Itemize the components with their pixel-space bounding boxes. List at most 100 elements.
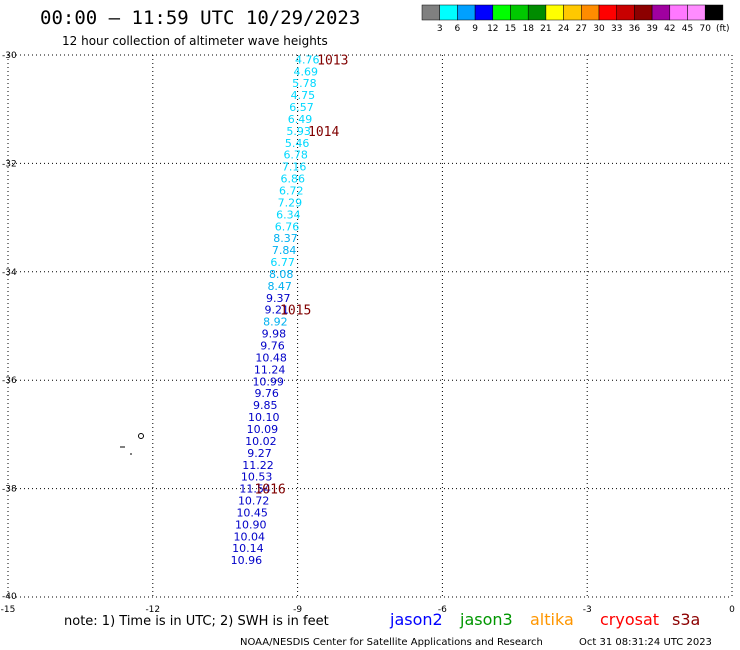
legend-swatch — [634, 4, 653, 21]
wave-height-label: 10.10 — [248, 411, 280, 424]
footer-timestamp: Oct 31 08:31:24 UTC 2023 — [579, 637, 712, 648]
wave-height-label: 7.16 — [282, 161, 307, 174]
x-tick-label: -3 — [583, 605, 592, 615]
wave-height-label: 10.48 — [255, 351, 287, 364]
satellite-jason3: jason3 — [459, 610, 513, 629]
wave-height-label: 6.78 — [283, 149, 308, 162]
map-subtitle: 12 hour collection of altimeter wave hei… — [62, 34, 328, 48]
wave-height-label: 5.46 — [285, 137, 310, 150]
legend-label: 24 — [558, 24, 570, 34]
wave-height-label: 7.84 — [272, 244, 297, 257]
y-tick-label: -30 — [2, 51, 17, 61]
time-label: 1016 — [254, 483, 285, 498]
legend-label: 45 — [682, 24, 693, 34]
legend-swatch — [581, 4, 600, 21]
wave-height-label: 9.76 — [254, 387, 279, 400]
legend-label: 70 — [699, 24, 711, 34]
legend-label: 33 — [611, 24, 622, 34]
legend-label: 21 — [540, 24, 551, 34]
legend-label: 3 — [437, 24, 443, 34]
wave-height-label: 6.57 — [289, 101, 314, 114]
y-tick-label: -38 — [2, 485, 17, 495]
x-tick-label: -6 — [438, 605, 447, 615]
wave-height-label: 10.09 — [247, 423, 279, 436]
legend-swatch — [563, 4, 582, 21]
wave-height-label: 8.08 — [269, 268, 294, 281]
legend-label: 30 — [593, 24, 605, 34]
legend-swatch — [439, 4, 458, 21]
wave-height-label: 10.99 — [252, 375, 284, 388]
wave-height-label: 11.54 — [239, 483, 271, 496]
y-tick-label: -36 — [2, 376, 17, 386]
wave-height-label: 6.34 — [276, 208, 301, 221]
wave-height-label: 7.29 — [278, 196, 303, 209]
map-title: 00:00 – 11:59 UTC 10/29/2023 — [40, 7, 360, 29]
legend-label: 18 — [522, 24, 534, 34]
axis-ticks: -15 -12 -9 -6 -3 0-30-32-34-36-38-40 — [1, 51, 735, 615]
y-tick-label: -32 — [2, 159, 17, 169]
legend-swatch — [704, 4, 724, 21]
wave-height-label: 9.85 — [253, 399, 278, 412]
satellite-s3a: s3a — [672, 610, 700, 629]
wave-height-label: 5.93 — [286, 125, 311, 138]
color-legend: 3 6 9 12 15 18 21 24 27 30 33 36 39 42 45 70 (ft) — [421, 4, 730, 34]
legend-label: 39 — [646, 24, 658, 34]
x-tick-label: -9 — [293, 605, 302, 615]
legend-swatch — [492, 4, 511, 21]
legend-swatch — [687, 4, 706, 21]
wave-height-label: 5.78 — [292, 77, 317, 90]
legend-label: 27 — [576, 24, 587, 34]
legend-label: 42 — [664, 24, 675, 34]
wave-height-label: 4.76 — [295, 53, 320, 66]
legend-swatch — [527, 4, 547, 21]
footer-credit: NOAA/NESDIS Center for Satellite Applica… — [240, 637, 543, 648]
legend-label: 15 — [505, 24, 516, 34]
wave-height-label: 9.37 — [266, 292, 291, 305]
legend-unit: (ft) — [716, 24, 730, 34]
wave-height-label: 10.45 — [236, 506, 268, 519]
time-labels: 1013 1014 1015 1016 — [254, 53, 348, 497]
legend-swatch — [545, 4, 564, 21]
wave-height-label: 10.04 — [234, 530, 266, 543]
wave-height-label: 10.02 — [245, 435, 277, 448]
satellite-legend: jason2 jason3 altika cryosat s3a — [389, 610, 700, 629]
wave-height-label: 11.24 — [254, 363, 286, 376]
legend-swatch — [651, 4, 671, 21]
y-tick-label: -34 — [2, 268, 17, 278]
wave-height-label: 8.47 — [267, 280, 292, 293]
wave-height-label: 11.22 — [242, 459, 274, 472]
legend-label: 6 — [455, 24, 461, 34]
wave-height-label: 6.72 — [279, 185, 304, 198]
legend-swatch — [457, 4, 476, 21]
legend-swatch — [474, 4, 494, 21]
wave-height-label: 8.37 — [273, 232, 298, 245]
legend-swatch — [510, 4, 529, 21]
wave-height-label: 9.27 — [247, 447, 272, 460]
wave-height-label: 10.72 — [238, 495, 270, 508]
wave-height-label: 8.92 — [263, 316, 288, 329]
legend-label: 12 — [487, 24, 498, 34]
x-tick-label: -15 — [1, 605, 16, 615]
x-tick-label: 0 — [729, 605, 735, 615]
time-label: 1014 — [308, 125, 339, 140]
wave-height-label: 10.96 — [231, 554, 263, 567]
legend-label: 36 — [629, 24, 641, 34]
wave-height-label: 10.53 — [241, 471, 273, 484]
wave-height-label: 10.14 — [232, 542, 264, 555]
time-label: 1013 — [317, 53, 348, 68]
wave-height-label: 9.76 — [260, 340, 285, 353]
wave-height-labels: 4.764.695.784.756.576.495.935.466.787.16… — [231, 53, 320, 567]
legend-swatch — [598, 4, 617, 21]
wave-height-label: 9.98 — [262, 328, 287, 341]
satellite-cryosat: cryosat — [600, 610, 659, 629]
legend-swatch — [421, 4, 440, 21]
wave-height-label: 9.21 — [265, 304, 290, 317]
legend-swatch — [669, 4, 688, 21]
legend-label: 9 — [472, 24, 478, 34]
wave-height-label: 4.69 — [294, 65, 319, 78]
note-text: note: 1) Time is in UTC; 2) SWH is in fe… — [64, 614, 329, 629]
time-label: 1015 — [280, 304, 311, 319]
y-tick-label: -40 — [2, 592, 17, 602]
legend-swatch — [616, 4, 635, 21]
